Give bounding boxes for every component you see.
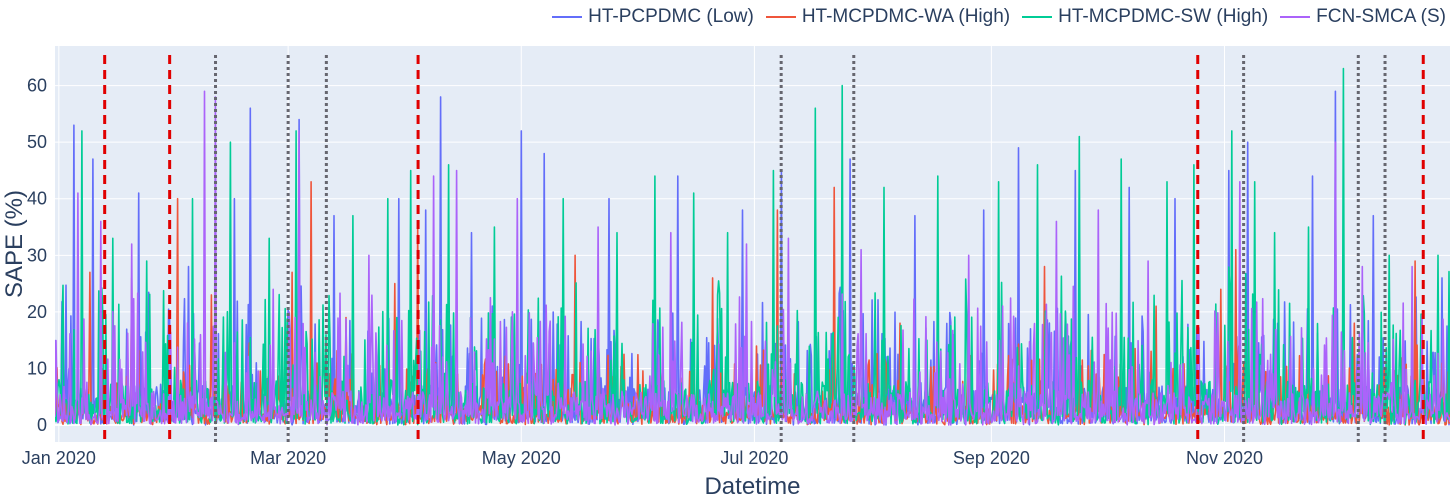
legend-item-fcn-smca-s[interactable]: FCN-SMCA (S) bbox=[1280, 6, 1446, 28]
y-tick-label: 50 bbox=[27, 132, 47, 152]
y-tick-label: 60 bbox=[27, 76, 47, 96]
legend-item-ht-pcpdmc-low[interactable]: HT-PCPDMC (Low) bbox=[552, 6, 754, 28]
x-axis: Jan 2020 Mar 2020 May 2020 Jul 2020 Sep 2020… bbox=[22, 448, 1263, 468]
chart-legend: HT-PCPDMC (Low) HT-MCPDMC-WA (High) HT-M… bbox=[552, 6, 1446, 28]
legend-label-ht-pcpdmc-low: HT-PCPDMC (Low) bbox=[588, 6, 754, 27]
legend-label-ht-mcpdmc-sw-high: HT-MCPDMC-SW (High) bbox=[1058, 6, 1269, 27]
x-tick-label: Jul 2020 bbox=[720, 448, 788, 468]
y-tick-label: 40 bbox=[27, 189, 47, 209]
x-axis-title: Datetime bbox=[704, 473, 800, 500]
x-tick-label: Nov 2020 bbox=[1186, 448, 1263, 468]
x-tick-label: Mar 2020 bbox=[250, 448, 326, 468]
legend-swatch-ht-mcpdmc-sw-high bbox=[1022, 16, 1053, 18]
legend-label-fcn-smca-s: FCN-SMCA (S) bbox=[1316, 6, 1446, 27]
legend-label-ht-mcpdmc-wa-high: HT-MCPDMC-WA (High) bbox=[801, 6, 1011, 27]
y-tick-label: 0 bbox=[37, 415, 47, 435]
legend-item-ht-mcpdmc-sw-high[interactable]: HT-MCPDMC-SW (High) bbox=[1022, 6, 1268, 28]
legend-item-ht-mcpdmc-wa-high[interactable]: HT-MCPDMC-WA (High) bbox=[765, 6, 1011, 28]
x-tick-label: May 2020 bbox=[482, 448, 561, 468]
x-tick-label: Sep 2020 bbox=[953, 448, 1030, 468]
event-markers bbox=[103, 55, 1425, 442]
y-tick-label: 10 bbox=[27, 358, 47, 378]
legend-swatch-fcn-smca-s bbox=[1280, 16, 1311, 18]
y-tick-label: 20 bbox=[27, 302, 47, 322]
legend-swatch-ht-pcpdmc-low bbox=[552, 16, 583, 18]
x-tick-label: Jan 2020 bbox=[22, 448, 96, 468]
legend-swatch-ht-mcpdmc-wa-high bbox=[765, 16, 796, 18]
y-tick-label: 30 bbox=[27, 245, 47, 265]
y-axis: 0 10 20 30 40 50 60 bbox=[27, 76, 47, 435]
y-axis-title: SAPE (%) bbox=[1, 190, 28, 298]
